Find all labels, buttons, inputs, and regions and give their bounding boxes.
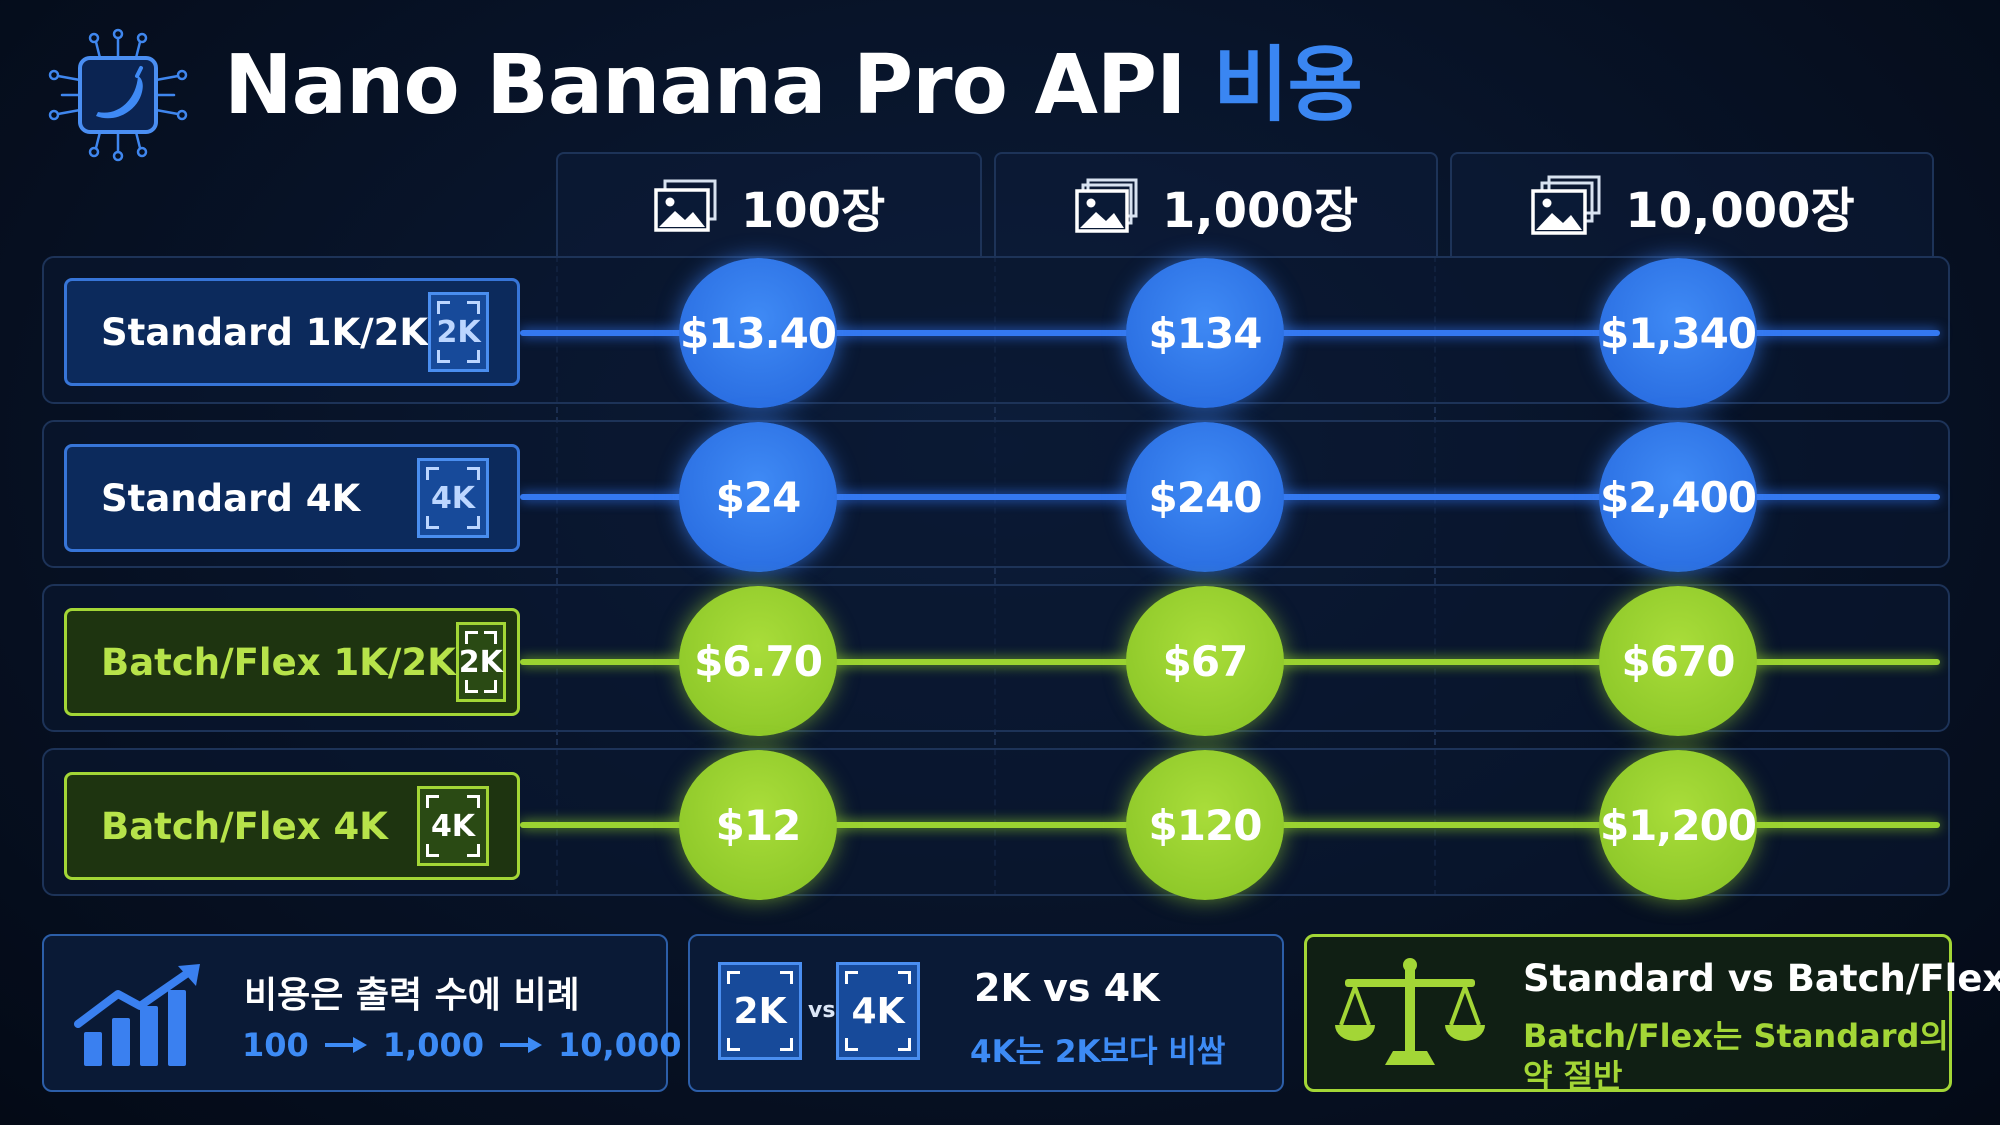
resolution-badge-4k: 4K bbox=[836, 962, 920, 1060]
tier-label-batch-1k2k: Batch/Flex 1K/2K 2K bbox=[64, 608, 520, 716]
price-standard-4k-100: $24 bbox=[679, 422, 837, 572]
title-highlight: 비용 bbox=[1213, 38, 1363, 133]
price-batch-4k-10000: $1,200 bbox=[1599, 750, 1757, 900]
price-standard-1k2k-10000: $1,340 bbox=[1599, 258, 1757, 408]
price-standard-4k-10000: $2,400 bbox=[1599, 422, 1757, 572]
column-divider bbox=[556, 256, 558, 896]
tier-label-batch-4k: Batch/Flex 4K 4K bbox=[64, 772, 520, 880]
card-steps: 100 1,000 10,000 bbox=[242, 1026, 682, 1064]
card-subtitle-line1: Batch/Flex는 Standard의 bbox=[1523, 1017, 1949, 1055]
image-stack-icon bbox=[1075, 178, 1138, 233]
price-batch-4k-100: $12 bbox=[679, 750, 837, 900]
card-tier-compare: Standard vs Batch/Flex Batch/Flex는 Stand… bbox=[1304, 934, 2000, 1095]
column-label: 1,000장 bbox=[1162, 183, 1358, 239]
title-main: Nano Banana Pro API bbox=[224, 38, 1187, 133]
resolution-badge-4k: 4K bbox=[417, 458, 489, 538]
column-header-100: 100장 bbox=[556, 152, 982, 258]
growth-chart-icon bbox=[74, 964, 200, 1066]
vs-label: vs bbox=[808, 998, 836, 1023]
card-title: 비용은 출력 수에 비례 bbox=[244, 975, 580, 1016]
column-label: 10,000장 bbox=[1625, 183, 1855, 239]
resolution-badge-4k: 4K bbox=[417, 786, 489, 866]
resolution-badge-2k: 2K bbox=[455, 622, 506, 702]
tier-label-text: Batch/Flex 1K/2K bbox=[101, 640, 456, 684]
card-subtitle-line2: 약 절반 bbox=[1523, 1057, 1623, 1095]
resolution-badge-2k: 2K bbox=[718, 962, 802, 1060]
price-batch-1k2k-1000: $67 bbox=[1126, 586, 1284, 736]
column-header-1000: 1,000장 bbox=[994, 152, 1438, 258]
column-label: 100장 bbox=[740, 183, 886, 239]
price-standard-1k2k-100: $13.40 bbox=[679, 258, 837, 408]
tier-label-text: Batch/Flex 4K bbox=[101, 804, 388, 848]
image-stack-icon bbox=[654, 179, 717, 232]
column-divider bbox=[994, 256, 996, 896]
tier-label-standard-4k: Standard 4K 4K bbox=[64, 444, 520, 552]
arrow-right-icon bbox=[500, 1037, 543, 1053]
card-subtitle: 4K는 2K보다 비쌈 bbox=[970, 1034, 1226, 1070]
column-divider bbox=[1434, 256, 1436, 896]
card-resolution-compare: 2K vs 4K 2K vs 4K 4K는 2K보다 비쌈 bbox=[688, 934, 1284, 1092]
price-batch-1k2k-100: $6.70 bbox=[679, 586, 837, 736]
resolution-badge-2k: 2K bbox=[428, 292, 489, 372]
balance-scale-icon bbox=[1335, 958, 1485, 1065]
card-proportional-cost: 비용은 출력 수에 비례 100 1,000 10,000 bbox=[42, 934, 682, 1092]
image-stack-icon bbox=[1531, 175, 1601, 235]
card-title: Standard vs Batch/Flex bbox=[1523, 957, 2000, 1000]
price-batch-4k-1000: $120 bbox=[1126, 750, 1284, 900]
page-title: Nano Banana Pro API 비용 bbox=[224, 36, 1363, 136]
tier-label-text: Standard 4K bbox=[101, 476, 361, 520]
price-batch-1k2k-10000: $670 bbox=[1599, 586, 1757, 736]
tier-label-text: Standard 1K/2K bbox=[101, 310, 429, 354]
arrow-right-icon bbox=[324, 1037, 367, 1053]
price-standard-4k-1000: $240 bbox=[1126, 422, 1284, 572]
price-standard-1k2k-1000: $134 bbox=[1126, 258, 1284, 408]
tier-label-standard-1k2k: Standard 1K/2K 2K bbox=[64, 278, 520, 386]
card-title: 2K vs 4K bbox=[974, 966, 1160, 1010]
column-header-10000: 10,000장 bbox=[1450, 152, 1934, 258]
banana-chip-icon bbox=[48, 28, 188, 162]
